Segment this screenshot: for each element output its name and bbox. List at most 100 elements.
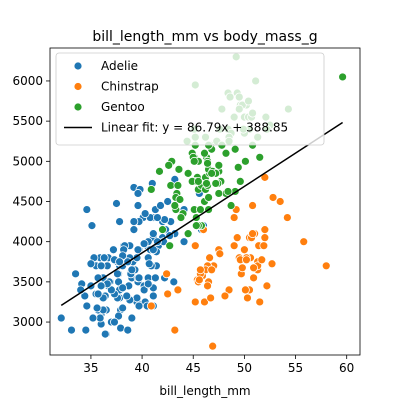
fit-line	[60, 121, 344, 307]
y-tick-label: 4000	[12, 235, 43, 249]
data-point	[260, 233, 270, 243]
data-point	[123, 325, 133, 335]
data-point	[129, 225, 139, 235]
data-point	[115, 217, 124, 226]
data-point	[134, 273, 144, 283]
data-point	[179, 237, 189, 247]
data-point	[139, 239, 149, 249]
data-point	[96, 281, 106, 291]
data-point	[259, 241, 269, 251]
data-point	[163, 197, 173, 206]
legend-label: Gentoo	[101, 100, 145, 114]
data-point	[207, 265, 217, 275]
data-point	[205, 253, 215, 263]
y-tick-label: 3000	[12, 315, 43, 329]
data-point	[140, 209, 150, 218]
legend-marker	[73, 102, 83, 112]
data-point	[146, 185, 156, 194]
data-point	[203, 158, 212, 168]
data-point	[127, 313, 137, 323]
data-point	[215, 249, 225, 259]
data-point	[267, 259, 277, 269]
y-tick-label: 4500	[12, 195, 43, 209]
data-point	[86, 259, 96, 269]
x-axis-title: bill_length_mm	[159, 384, 250, 398]
data-point	[235, 177, 245, 186]
data-point	[221, 148, 231, 158]
data-point	[229, 213, 239, 222]
data-point	[82, 301, 92, 311]
data-point	[262, 281, 272, 291]
data-point	[208, 341, 218, 351]
data-point	[148, 291, 158, 301]
data-point	[233, 162, 243, 172]
data-point	[173, 181, 183, 190]
data-point	[204, 193, 213, 202]
data-point	[338, 72, 348, 82]
data-point	[190, 297, 200, 307]
data-point	[241, 156, 250, 166]
data-point	[255, 152, 265, 162]
data-point	[129, 217, 139, 226]
data-point	[223, 187, 233, 196]
legend-marker	[73, 61, 83, 71]
data-point	[56, 313, 66, 323]
data-point	[150, 273, 160, 283]
data-point	[268, 193, 278, 202]
data-point	[248, 201, 257, 210]
data-point	[275, 197, 285, 206]
data-point	[88, 313, 98, 323]
data-point	[116, 323, 125, 333]
x-axis: 35 40 45 50 55 60	[83, 355, 354, 375]
data-point	[220, 291, 230, 301]
data-point	[143, 279, 153, 289]
data-point	[133, 245, 143, 255]
data-point	[189, 156, 199, 166]
data-point	[110, 317, 119, 327]
data-point	[165, 241, 175, 251]
data-point	[67, 325, 76, 335]
data-point	[160, 215, 169, 224]
y-tick-label: 6000	[12, 74, 43, 88]
data-point	[239, 245, 249, 255]
data-point	[109, 245, 118, 255]
data-point	[122, 291, 132, 301]
data-point	[195, 265, 205, 275]
data-point	[214, 160, 224, 170]
data-point	[200, 148, 209, 158]
y-tick-label: 5000	[12, 154, 43, 168]
data-point	[96, 261, 106, 271]
legend-fit-label: Linear fit: y = 86.79x + 388.85	[101, 121, 288, 135]
data-point	[194, 275, 204, 285]
data-point	[195, 205, 205, 214]
x-tick-label: 55	[288, 361, 303, 375]
legend-marker	[73, 82, 83, 91]
data-point	[211, 179, 221, 188]
x-tick-label: 35	[83, 361, 98, 375]
data-point	[282, 213, 292, 222]
data-point	[153, 213, 162, 222]
data-point	[148, 229, 158, 239]
data-point	[193, 177, 203, 186]
data-point	[176, 213, 186, 222]
series-adelie	[56, 174, 208, 339]
data-point	[114, 311, 123, 321]
data-point	[173, 285, 183, 295]
data-point	[132, 293, 142, 303]
y-tick-label: 3500	[12, 275, 43, 289]
data-point	[257, 255, 267, 265]
data-point	[118, 283, 128, 293]
series-chinstrap	[146, 172, 331, 351]
data-point	[169, 277, 179, 287]
data-point	[243, 293, 252, 303]
data-point	[144, 259, 154, 269]
y-tick-label: 5500	[12, 114, 43, 128]
data-point	[115, 257, 124, 267]
data-point	[92, 303, 102, 313]
data-point	[321, 261, 331, 271]
data-point	[139, 285, 149, 295]
data-point	[241, 285, 250, 295]
legend-label: Adelie	[101, 59, 138, 73]
data-point	[203, 281, 212, 291]
data-point	[224, 285, 234, 295]
